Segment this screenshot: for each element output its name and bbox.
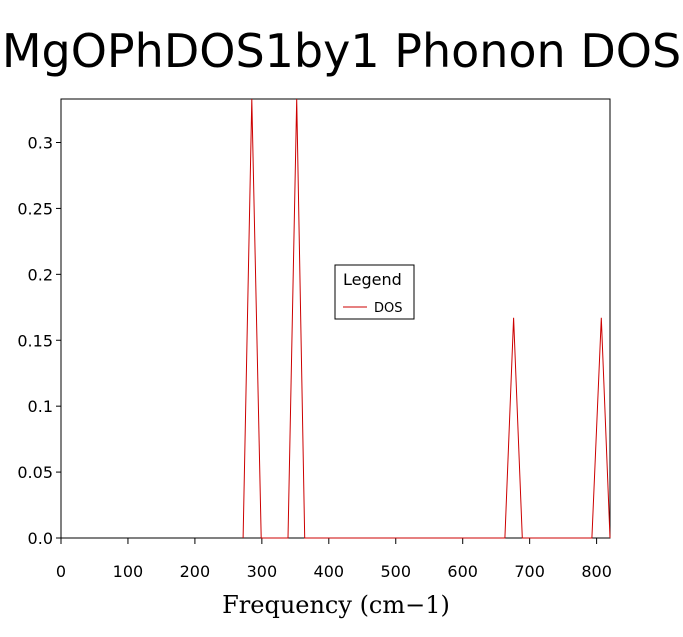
x-axis: 0 100 200 300 400 500 600 700 800 [56,538,612,581]
chart-title: MgOPhDOS1by1 Phonon DOS [1,24,682,78]
x-axis-label: Frequency (cm−1) [222,591,450,619]
legend: Legend DOS [334,264,415,320]
y-tick-label: 0.15 [17,331,53,350]
x-tick-label: 600 [447,562,478,581]
x-tick-label: 500 [380,562,411,581]
legend-entry-dos: DOS [374,301,403,316]
x-tick-label: 100 [113,562,144,581]
y-axis: 0.0 0.05 0.1 0.15 0.2 0.25 0.3 [17,134,61,548]
y-tick-label: 0.0 [28,529,53,548]
x-tick-label: 700 [514,562,545,581]
y-tick-label: 0.05 [17,463,53,482]
legend-box [334,264,415,320]
legend-title: Legend [343,270,402,289]
y-tick-label: 0.25 [17,199,53,218]
x-tick-label: 300 [247,562,278,581]
x-tick-label: 200 [180,562,211,581]
y-tick-label: 0.1 [28,397,53,416]
x-tick-label: 0 [56,562,66,581]
series-line-dos [242,98,611,539]
series-layer [242,98,611,539]
x-tick-label: 400 [314,562,345,581]
x-tick-label: 800 [581,562,612,581]
y-tick-label: 0.3 [28,134,53,153]
y-tick-label: 0.2 [28,265,53,284]
